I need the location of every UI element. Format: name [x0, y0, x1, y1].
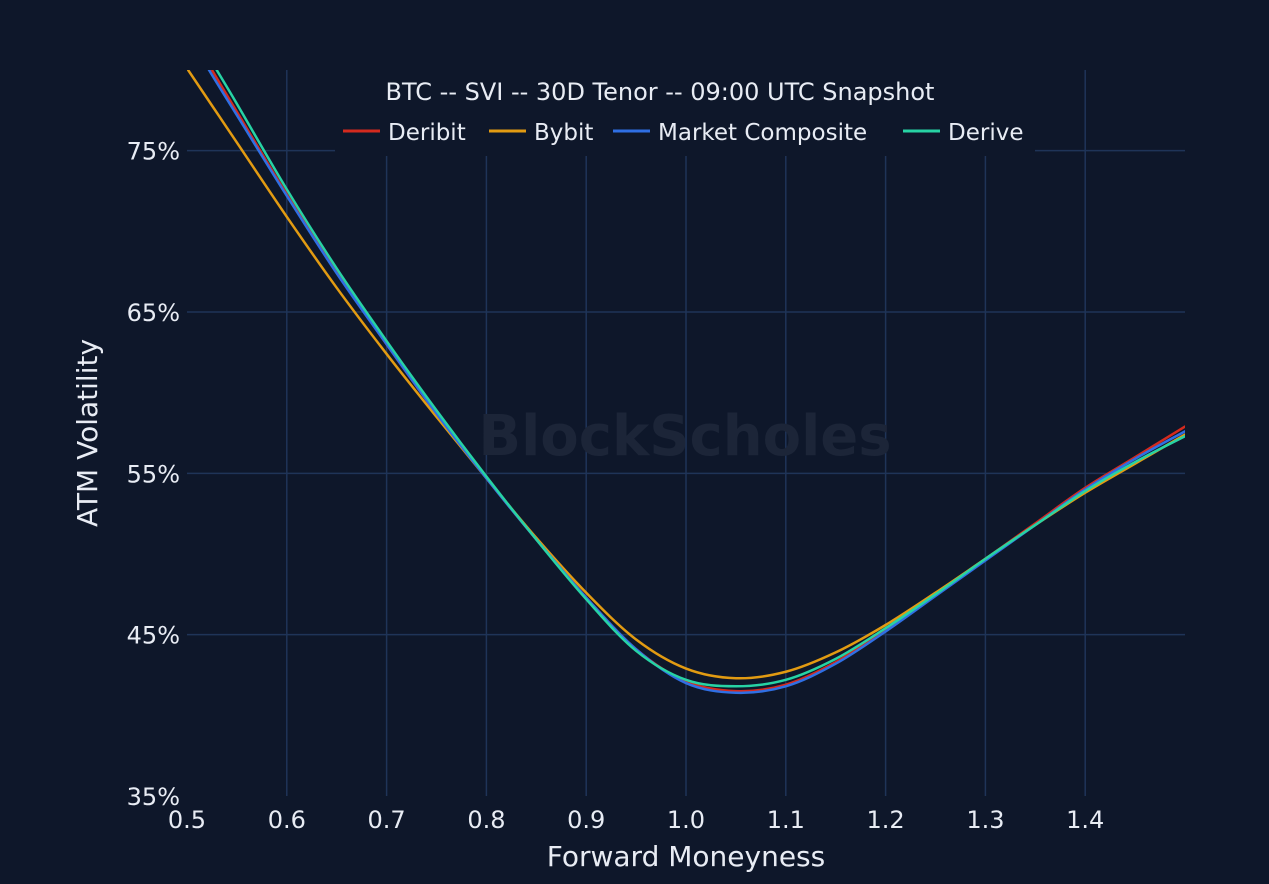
x-tick-label: 0.7	[368, 806, 406, 834]
x-tick-label: 1.0	[667, 806, 705, 834]
legend-label-derive[interactable]: Derive	[948, 120, 1023, 146]
x-tick-label: 0.5	[168, 806, 206, 834]
series-line-derive	[215, 70, 1185, 688]
title-backdrop	[335, 70, 1035, 156]
y-axis-ticks: 35% 45% 55% 65% 75%	[127, 138, 180, 811]
x-axis-ticks: 0.5 0.6 0.7 0.8 0.9 1.0 1.1 1.2 1.3 1.4	[168, 806, 1104, 834]
y-axis-title: ATM Volatility	[71, 339, 104, 527]
y-tick-label: 45%	[127, 622, 180, 650]
y-tick-label: 55%	[127, 460, 180, 488]
legend-label-bybit[interactable]: Bybit	[534, 120, 593, 146]
x-axis-title: Forward Moneyness	[547, 840, 825, 873]
x-tick-label: 0.9	[567, 806, 605, 834]
chart-title: BTC -- SVI -- 30D Tenor -- 09:00 UTC Sna…	[386, 78, 935, 106]
x-tick-label: 1.1	[767, 806, 805, 834]
x-tick-label: 1.3	[966, 806, 1004, 834]
y-tick-label: 35%	[127, 783, 180, 811]
x-tick-label: 0.6	[268, 806, 306, 834]
y-tick-label: 65%	[127, 299, 180, 327]
x-tick-label: 0.8	[467, 806, 505, 834]
legend-label-deribit[interactable]: Deribit	[388, 120, 466, 146]
legend-label-market-composite[interactable]: Market Composite	[658, 120, 867, 146]
x-tick-label: 1.4	[1066, 806, 1104, 834]
watermark-text: BlockScholes	[478, 404, 891, 469]
x-tick-label: 1.2	[867, 806, 905, 834]
y-tick-label: 75%	[127, 138, 180, 166]
grid	[187, 70, 1185, 796]
series-layer	[187, 70, 1185, 695]
legend: Deribit Bybit Market Composite Derive	[343, 120, 1023, 146]
